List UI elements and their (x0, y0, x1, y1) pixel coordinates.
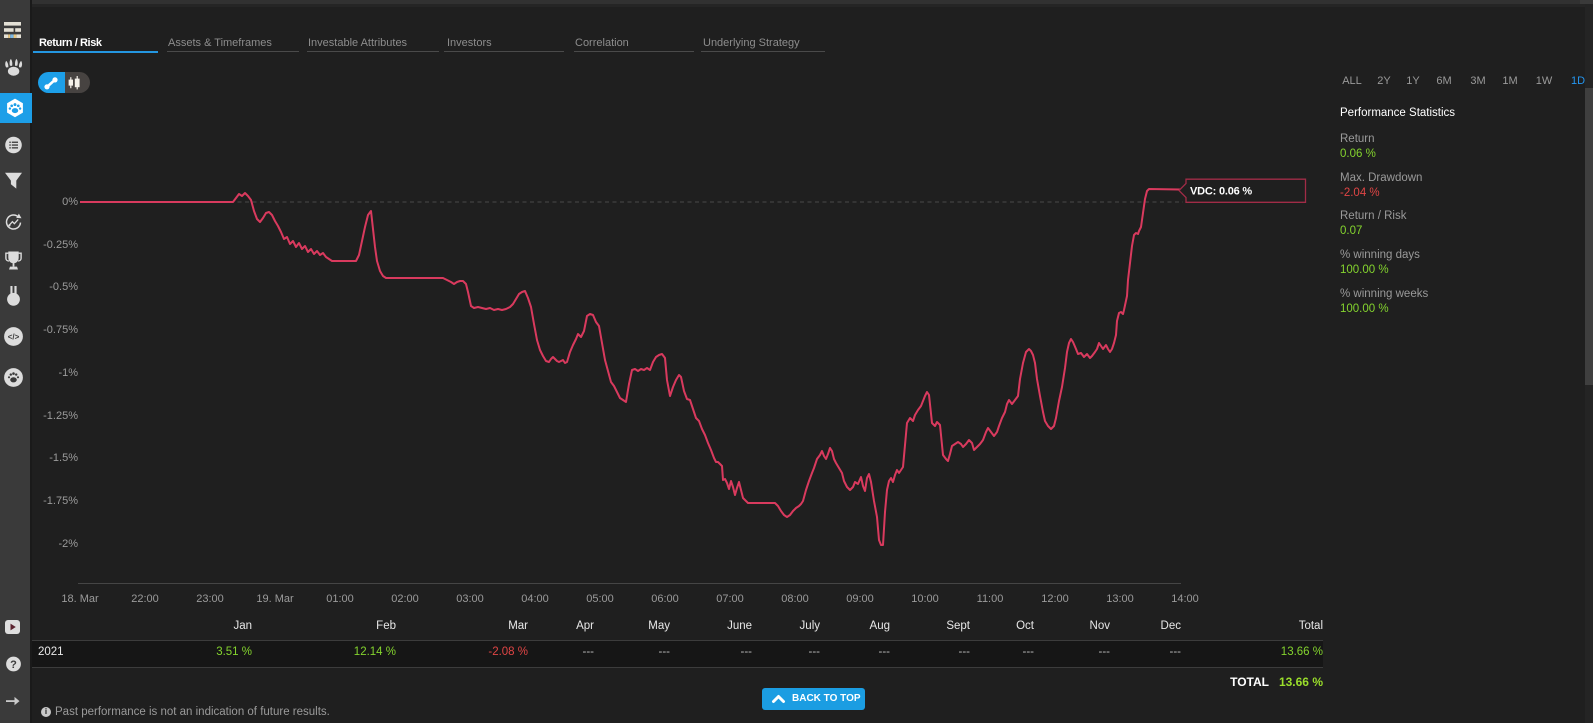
svg-text:</>: </> (8, 332, 20, 341)
svg-text:?: ? (10, 659, 17, 671)
svg-text:VDC: 0.06 %: VDC: 0.06 % (1190, 186, 1252, 198)
